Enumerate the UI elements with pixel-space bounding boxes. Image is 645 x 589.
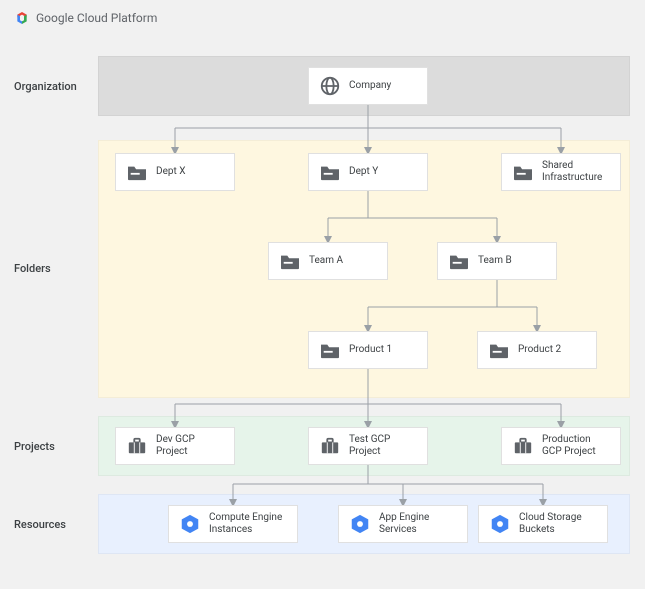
label-resources: Resources: [14, 518, 66, 531]
node-label-product2: Product 2: [518, 344, 561, 356]
hex-icon: [349, 513, 371, 535]
node-deptY: Dept Y: [308, 153, 428, 191]
node-label-devProj: Dev GCPProject: [156, 434, 195, 458]
node-teamB: Team B: [437, 242, 557, 280]
folder-icon: [126, 163, 148, 181]
node-shared: SharedInfrastructure: [501, 153, 621, 191]
node-company: Company: [308, 67, 428, 105]
node-testProj: Test GCPProject: [308, 427, 428, 465]
node-compute: Compute EngineInstances: [168, 505, 298, 543]
folder-icon: [512, 163, 534, 181]
node-storage: Cloud StorageBuckets: [478, 505, 608, 543]
briefcase-icon: [126, 436, 148, 456]
node-label-shared: SharedInfrastructure: [542, 160, 602, 184]
folder-icon: [488, 341, 510, 359]
folder-icon: [448, 252, 470, 270]
globe-icon: [319, 75, 341, 97]
node-label-testProj: Test GCPProject: [349, 434, 390, 458]
node-label-compute: Compute EngineInstances: [209, 512, 282, 536]
hex-icon: [489, 513, 511, 535]
hex-icon: [179, 513, 201, 535]
folder-icon: [279, 252, 301, 270]
header-title: Google Cloud Platform: [36, 11, 157, 25]
node-product1: Product 1: [308, 331, 428, 369]
node-label-deptX: Dept X: [156, 166, 186, 178]
node-label-product1: Product 1: [349, 344, 392, 356]
node-label-appengine: App EngineServices: [379, 512, 429, 536]
folder-icon: [319, 341, 341, 359]
node-teamA: Team A: [268, 242, 388, 280]
node-appengine: App EngineServices: [338, 505, 468, 543]
node-label-company: Company: [349, 80, 391, 92]
folder-icon: [319, 163, 341, 181]
node-product2: Product 2: [477, 331, 597, 369]
label-organization: Organization: [14, 80, 77, 93]
label-folders: Folders: [14, 262, 51, 275]
briefcase-icon: [512, 436, 534, 456]
node-label-storage: Cloud StorageBuckets: [519, 512, 582, 536]
node-label-teamA: Team A: [309, 255, 343, 267]
node-label-deptY: Dept Y: [349, 166, 378, 178]
node-label-teamB: Team B: [478, 255, 512, 267]
gcp-logo-icon: [14, 10, 30, 26]
briefcase-icon: [319, 436, 341, 456]
label-projects: Projects: [14, 440, 55, 453]
node-label-prodProj: ProductionGCP Project: [542, 434, 596, 458]
node-prodProj: ProductionGCP Project: [501, 427, 621, 465]
header: Google Cloud Platform: [14, 10, 157, 26]
node-devProj: Dev GCPProject: [115, 427, 235, 465]
node-deptX: Dept X: [115, 153, 235, 191]
